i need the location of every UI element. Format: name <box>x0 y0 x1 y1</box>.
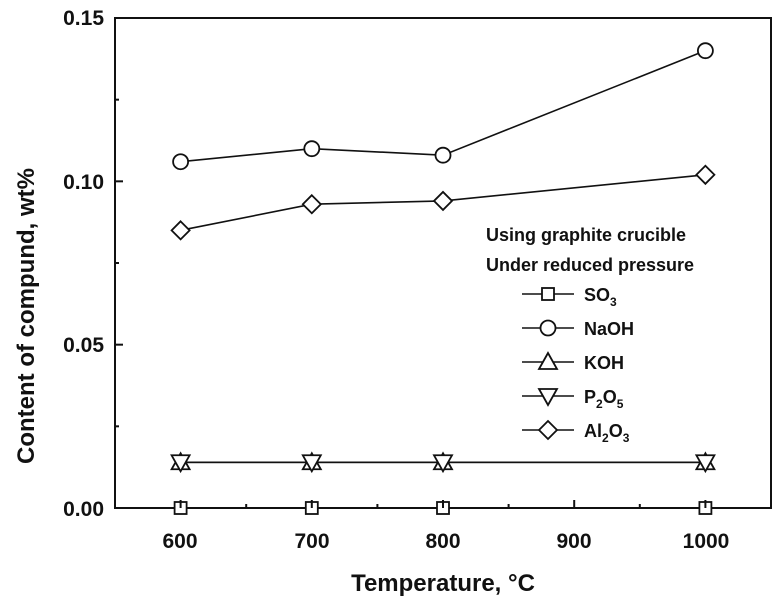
data-point <box>694 454 716 474</box>
data-point <box>170 220 191 241</box>
data-point <box>697 42 714 60</box>
series-line <box>180 49 706 163</box>
legend-label: Al2O3 <box>584 421 630 445</box>
x-tick-label: 600 <box>162 530 197 553</box>
y-tick-label: 0.10 <box>63 171 104 194</box>
legend-marker <box>541 287 555 301</box>
legend-entry: P2O5 <box>522 387 624 411</box>
y-tick-label: 0.15 <box>63 7 104 30</box>
legend-marker <box>537 351 559 370</box>
legend-marker <box>537 419 559 441</box>
legend-title-line: Under reduced pressure <box>486 255 694 275</box>
series-layer <box>170 42 716 515</box>
y-tick-label: 0.05 <box>63 334 104 357</box>
data-point <box>301 454 323 474</box>
legend-marker <box>539 319 557 337</box>
data-point <box>432 190 454 212</box>
legend-label: P2O5 <box>584 387 624 411</box>
legend-label: NaOH <box>584 319 634 339</box>
axis-ticks <box>115 17 707 509</box>
series-al2o3 <box>170 164 716 241</box>
legend-label-part: O <box>603 387 617 407</box>
legend-entry: SO3 <box>522 285 617 309</box>
legend-label-subscript: 5 <box>617 397 624 411</box>
series-p2o5 <box>170 454 716 474</box>
legend-title-line: Using graphite crucible <box>486 225 686 245</box>
legend-entry: KOH <box>522 351 624 373</box>
data-point <box>432 454 454 474</box>
x-axis: 600 700 800 900 1000 Temperature, °C <box>162 530 729 597</box>
data-point <box>695 164 716 186</box>
legend-label-part: NaOH <box>584 319 634 339</box>
data-point <box>434 146 452 164</box>
legend-label-subscript: 2 <box>602 431 609 445</box>
data-point <box>170 454 192 474</box>
data-point <box>303 140 321 158</box>
legend-label: KOH <box>584 353 624 373</box>
y-axis-title: Content of compund, wt% <box>13 168 40 464</box>
series-line <box>180 174 706 232</box>
x-axis-title: Temperature, °C <box>351 570 535 597</box>
x-tick-label: 700 <box>294 530 329 553</box>
series-naoh <box>172 42 714 171</box>
y-tick-label: 0.00 <box>63 498 104 521</box>
legend-label-part: KOH <box>584 353 624 373</box>
x-tick-label: 900 <box>556 530 591 553</box>
data-point <box>301 193 323 215</box>
legend-label-part: O <box>609 421 623 441</box>
legend-marker <box>537 388 559 407</box>
data-point <box>172 153 190 171</box>
legend-entry: Al2O3 <box>522 419 630 445</box>
legend-label-part: P <box>584 387 596 407</box>
legend: Using graphite crucible Under reduced pr… <box>486 225 694 445</box>
legend-label-part: Al <box>584 421 602 441</box>
legend-label-subscript: 2 <box>596 397 603 411</box>
legend-label-part: SO <box>584 285 610 305</box>
x-tick-label: 800 <box>425 530 460 553</box>
legend-label-subscript: 3 <box>623 431 630 445</box>
legend-entry: NaOH <box>522 319 634 339</box>
y-axis: 0.15 0.10 0.05 0.00 Content of compund, … <box>13 7 104 521</box>
x-tick-label: 1000 <box>683 530 730 553</box>
legend-label: SO3 <box>584 285 617 309</box>
legend-label-subscript: 3 <box>610 295 617 309</box>
